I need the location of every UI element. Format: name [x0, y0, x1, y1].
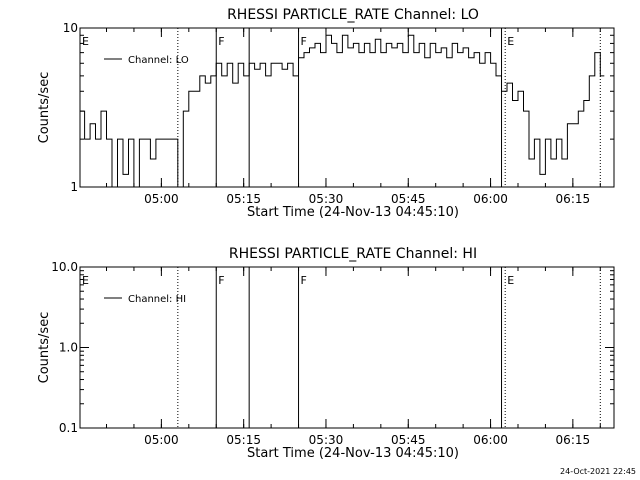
plot-frame — [79, 266, 615, 429]
x-tick-label: 06:15 — [556, 192, 591, 206]
event-marker-label: F — [301, 274, 307, 287]
event-marker-label: E — [82, 274, 89, 287]
y-tick-label: 0.1 — [59, 421, 78, 435]
x-tick-label: 06:00 — [473, 192, 508, 206]
x-tick-label: 05:30 — [309, 433, 344, 447]
series-line-1 — [80, 34, 605, 188]
event-marker-label: E — [507, 274, 514, 287]
y-tick-label: 1.0 — [59, 341, 78, 355]
chart-panel-1: RHESSI PARTICLE_RATE Channel: LO 05:00 05:… — [37, 7, 615, 220]
event-marker-label: E — [82, 35, 89, 48]
event-marker-label: E — [507, 35, 514, 48]
x-tick-label: 05:00 — [144, 192, 179, 206]
y-tick-label: 10.0 — [51, 260, 78, 274]
legend-label: Channel: LO — [128, 55, 189, 66]
event-marker-label: F — [218, 35, 224, 48]
y-axis-label: Counts/sec — [37, 72, 52, 144]
x-tick-label: 06:00 — [473, 433, 508, 447]
event-marker-label: F — [301, 35, 307, 48]
y-tick-label: 10 — [63, 21, 78, 35]
plot-frame — [79, 27, 615, 188]
x-tick-label: 05:30 — [309, 192, 344, 206]
x-axis-label: Start Time (24-Nov-13 04:45:10) — [247, 446, 459, 461]
legend-label: Channel: HI — [128, 294, 186, 305]
y-axis-label: Counts/sec — [37, 312, 52, 384]
y-tick-label: 1 — [70, 180, 78, 194]
x-tick-label: 06:15 — [556, 433, 591, 447]
x-tick-label: 05:15 — [226, 433, 261, 447]
event-marker-label: F — [218, 274, 224, 287]
x-tick-label: 05:45 — [391, 433, 426, 447]
footer-timestamp: 24-Oct-2021 22:45 — [560, 467, 636, 476]
x-axis-label: Start Time (24-Nov-13 04:45:10) — [247, 205, 459, 220]
x-tick-label: 05:45 — [391, 192, 426, 206]
chart-title: RHESSI PARTICLE_RATE Channel: HI — [229, 246, 477, 262]
chart-panel-2: RHESSI PARTICLE_RATE Channel: HI 05:00 05:… — [37, 246, 615, 461]
chart-title: RHESSI PARTICLE_RATE Channel: LO — [227, 7, 479, 23]
x-tick-label: 05:00 — [144, 433, 179, 447]
x-tick-label: 05:15 — [226, 192, 261, 206]
